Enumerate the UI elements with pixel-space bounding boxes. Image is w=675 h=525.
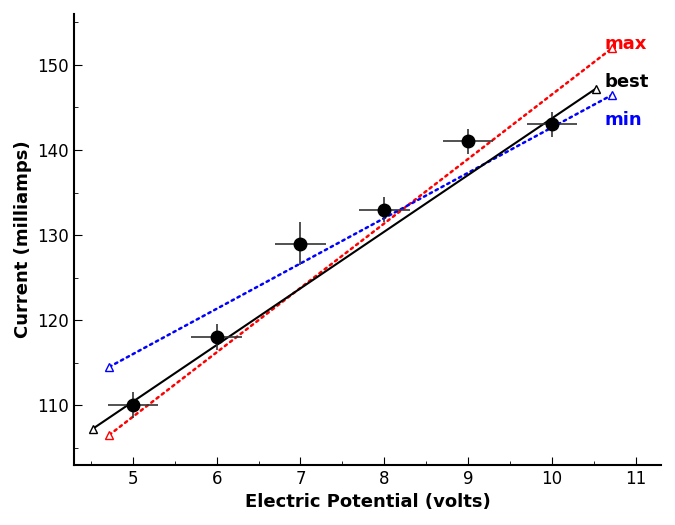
X-axis label: Electric Potential (volts): Electric Potential (volts) — [245, 493, 491, 511]
Text: min: min — [604, 111, 642, 129]
Y-axis label: Current (milliamps): Current (milliamps) — [14, 141, 32, 338]
Text: max: max — [604, 35, 647, 52]
Text: best: best — [604, 73, 649, 91]
